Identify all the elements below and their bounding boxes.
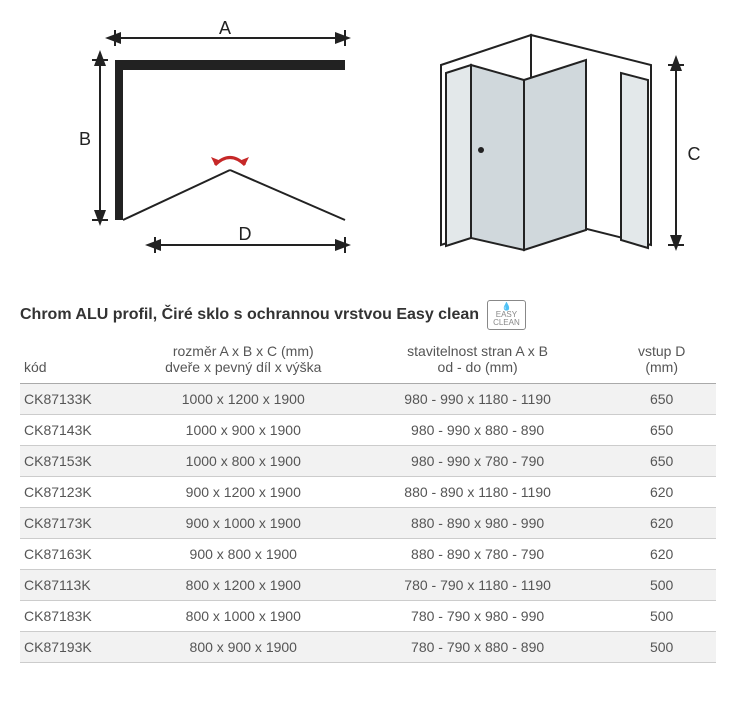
label-C: C [688,144,701,164]
table-row: CK87183K800 x 1000 x 1900780 - 790 x 980… [20,601,716,632]
cell-stav: 880 - 890 x 1180 - 1190 [348,477,607,508]
table-row: CK87143K1000 x 900 x 1900980 - 990 x 880… [20,415,716,446]
table-body: CK87133K1000 x 1200 x 1900980 - 990 x 11… [20,384,716,663]
cell-stav: 880 - 890 x 980 - 990 [348,508,607,539]
table-row: CK87163K900 x 800 x 1900880 - 890 x 780 … [20,539,716,570]
cell-kod: CK87173K [20,508,139,539]
diagram-row: A B D [20,20,716,260]
cell-vstup: 500 [607,632,716,663]
cell-kod: CK87113K [20,570,139,601]
col-vstup: vstup D (mm) [607,335,716,384]
cell-kod: CK87153K [20,446,139,477]
label-A: A [219,20,231,38]
cell-rozmer: 1000 x 900 x 1900 [139,415,348,446]
label-B: B [79,129,91,149]
cell-stav: 880 - 890 x 780 - 790 [348,539,607,570]
cell-kod: CK87143K [20,415,139,446]
cell-kod: CK87133K [20,384,139,415]
cell-vstup: 620 [607,508,716,539]
cell-stav: 980 - 990 x 780 - 790 [348,446,607,477]
cell-stav: 780 - 790 x 1180 - 1190 [348,570,607,601]
cell-rozmer: 800 x 1200 x 1900 [139,570,348,601]
plan-diagram: A B D [20,20,360,260]
cell-kod: CK87183K [20,601,139,632]
cell-rozmer: 1000 x 1200 x 1900 [139,384,348,415]
cell-stav: 980 - 990 x 1180 - 1190 [348,384,607,415]
label-D: D [239,224,252,244]
cell-rozmer: 800 x 900 x 1900 [139,632,348,663]
col-kod: kód [20,335,139,384]
cell-vstup: 650 [607,415,716,446]
perspective-diagram: C [416,20,716,260]
table-row: CK87153K1000 x 800 x 1900980 - 990 x 780… [20,446,716,477]
cell-rozmer: 900 x 800 x 1900 [139,539,348,570]
col-rozmer: rozměr A x B x C (mm) dveře x pevný díl … [139,335,348,384]
spec-table: kód rozměr A x B x C (mm) dveře x pevný … [20,335,716,663]
cell-rozmer: 1000 x 800 x 1900 [139,446,348,477]
cell-stav: 980 - 990 x 880 - 890 [348,415,607,446]
cell-vstup: 650 [607,384,716,415]
col-stav: stavitelnost stran A x B od - do (mm) [348,335,607,384]
cell-rozmer: 800 x 1000 x 1900 [139,601,348,632]
cell-rozmer: 900 x 1200 x 1900 [139,477,348,508]
table-row: CK87133K1000 x 1200 x 1900980 - 990 x 11… [20,384,716,415]
table-row: CK87193K800 x 900 x 1900780 - 790 x 880 … [20,632,716,663]
cell-vstup: 500 [607,570,716,601]
cell-stav: 780 - 790 x 980 - 990 [348,601,607,632]
cell-vstup: 620 [607,477,716,508]
cell-kod: CK87123K [20,477,139,508]
cell-kod: CK87193K [20,632,139,663]
heading-text: Chrom ALU profil, Čiré sklo s ochrannou … [20,306,479,324]
table-row: CK87113K800 x 1200 x 1900780 - 790 x 118… [20,570,716,601]
cell-kod: CK87163K [20,539,139,570]
cell-vstup: 650 [607,446,716,477]
cell-vstup: 620 [607,539,716,570]
cell-stav: 780 - 790 x 880 - 890 [348,632,607,663]
table-row: CK87173K900 x 1000 x 1900880 - 890 x 980… [20,508,716,539]
easy-clean-badge: 💧 EASY CLEAN [487,300,526,330]
cell-vstup: 500 [607,601,716,632]
cell-rozmer: 900 x 1000 x 1900 [139,508,348,539]
section-heading: Chrom ALU profil, Čiré sklo s ochrannou … [20,300,716,330]
table-row: CK87123K900 x 1200 x 1900880 - 890 x 118… [20,477,716,508]
table-header-row: kód rozměr A x B x C (mm) dveře x pevný … [20,335,716,384]
